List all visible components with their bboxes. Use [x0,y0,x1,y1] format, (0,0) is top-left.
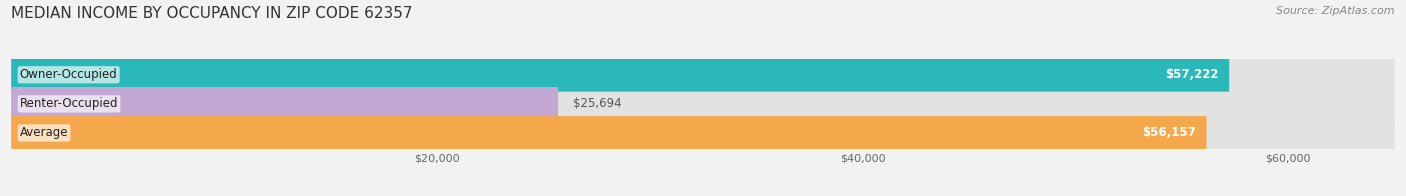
Text: $56,157: $56,157 [1142,126,1197,140]
FancyBboxPatch shape [11,58,1395,92]
Text: MEDIAN INCOME BY OCCUPANCY IN ZIP CODE 62357: MEDIAN INCOME BY OCCUPANCY IN ZIP CODE 6… [11,6,413,21]
Text: $57,222: $57,222 [1166,68,1219,81]
FancyBboxPatch shape [11,87,558,121]
FancyBboxPatch shape [11,116,1206,150]
FancyBboxPatch shape [11,58,1229,92]
FancyBboxPatch shape [11,116,1395,150]
Text: $25,694: $25,694 [574,97,621,110]
FancyBboxPatch shape [11,87,1395,121]
Text: Average: Average [20,126,69,140]
Text: Source: ZipAtlas.com: Source: ZipAtlas.com [1277,6,1395,16]
Text: Owner-Occupied: Owner-Occupied [20,68,118,81]
Text: Renter-Occupied: Renter-Occupied [20,97,118,110]
